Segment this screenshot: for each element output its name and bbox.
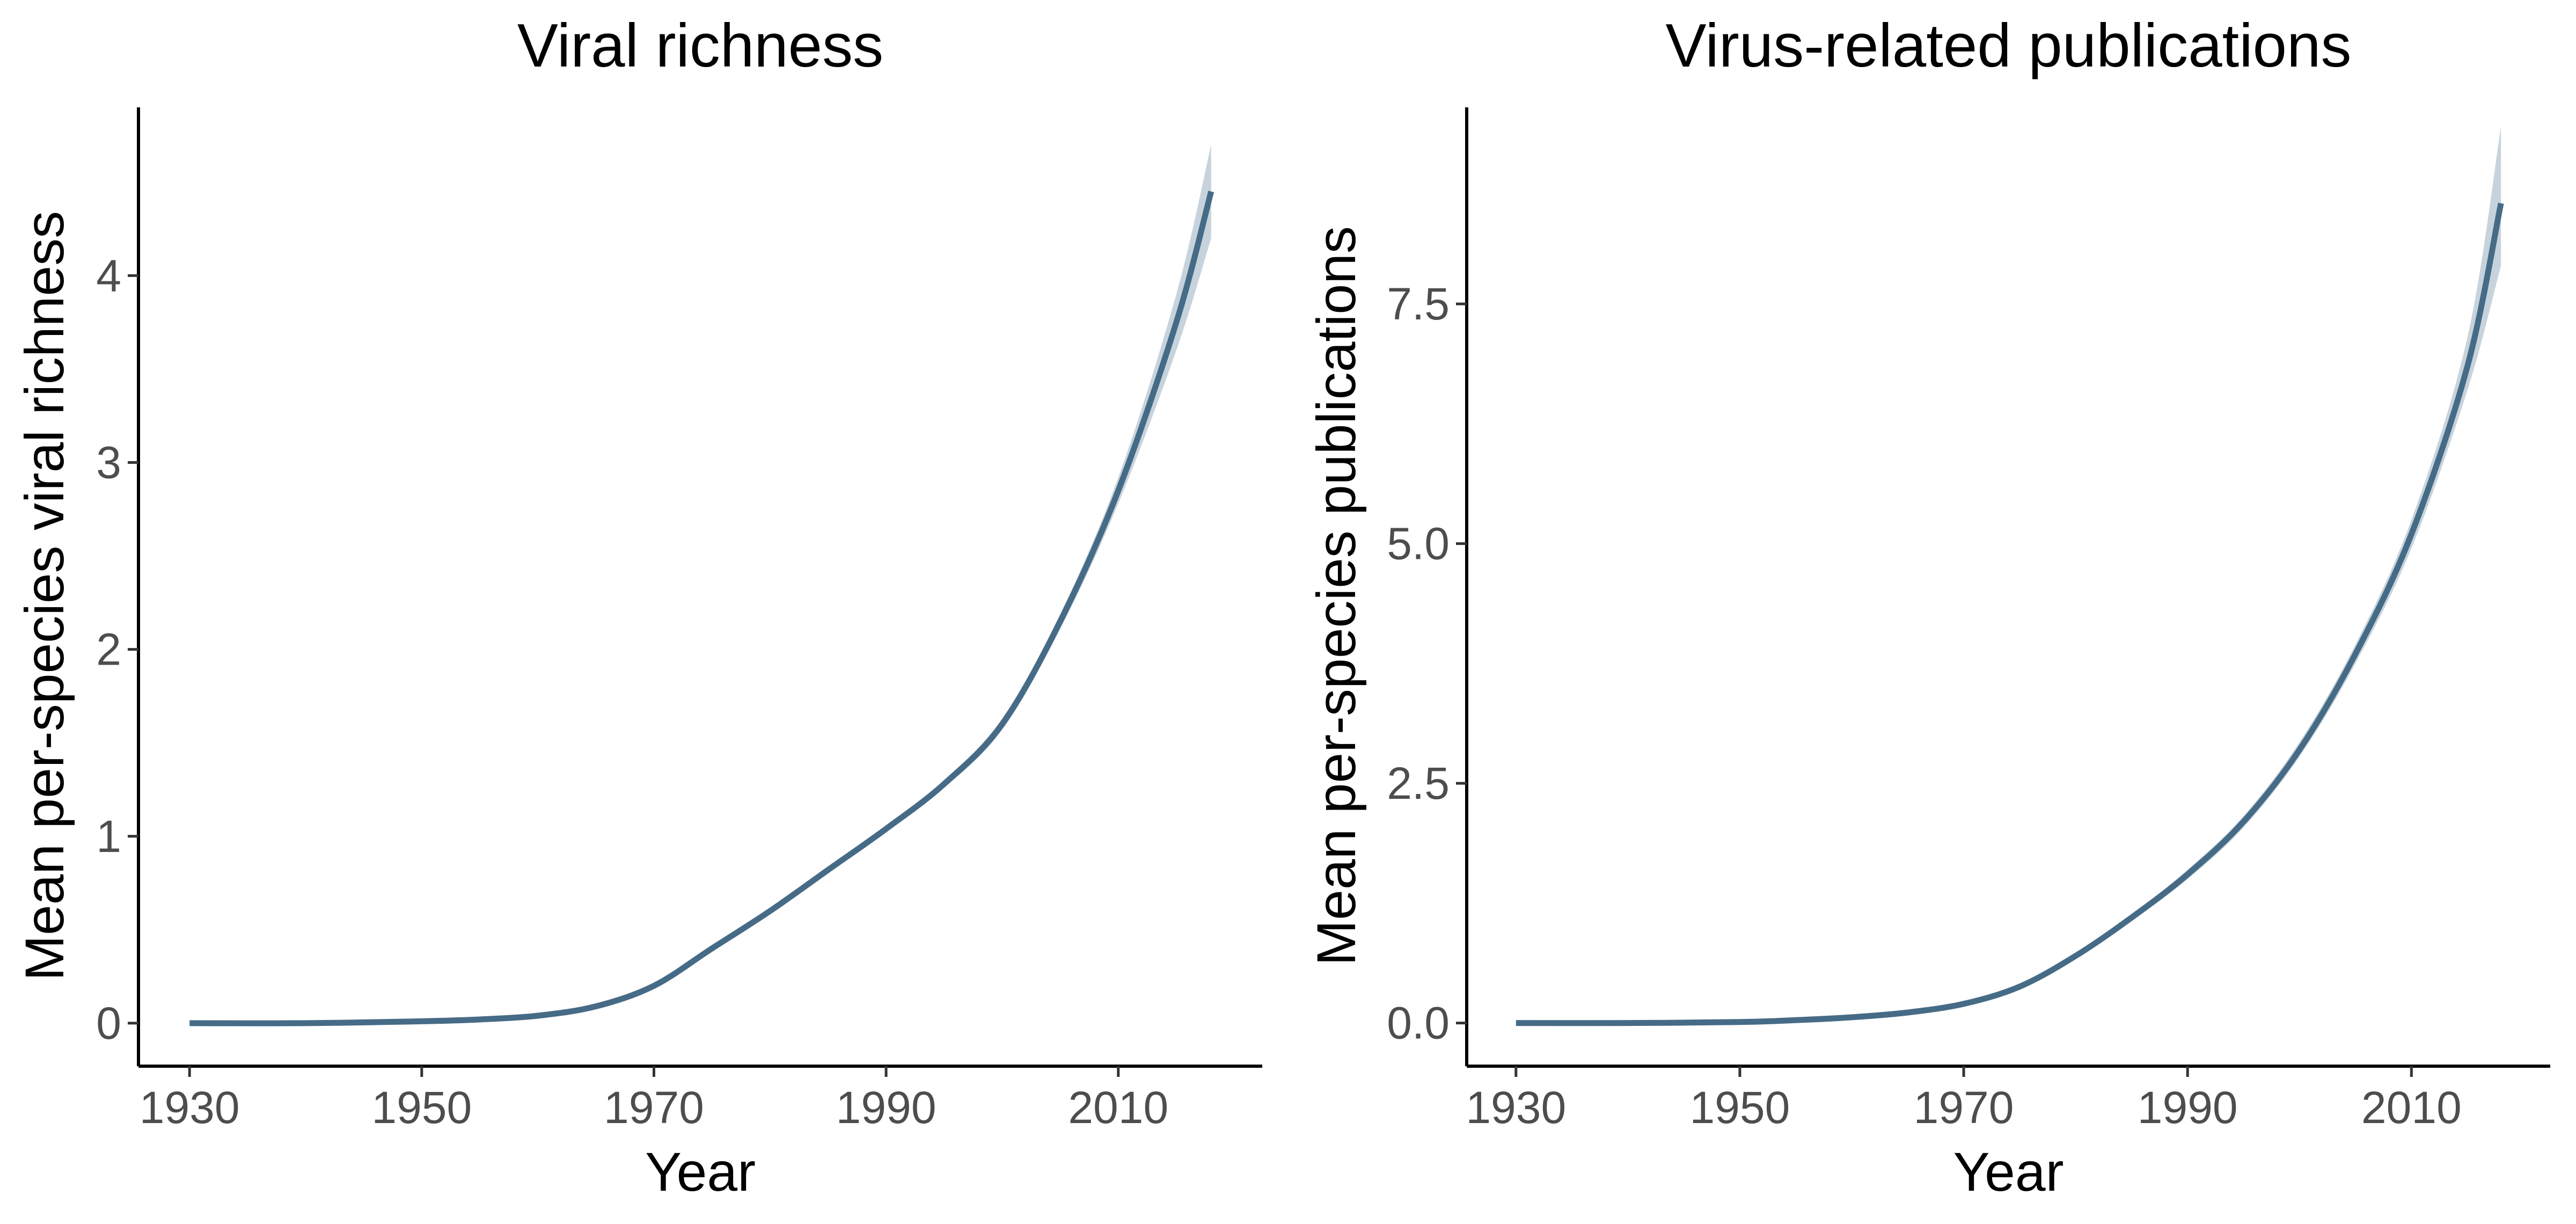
y-axis-title: Mean per-species viral richness xyxy=(14,211,75,981)
series-line xyxy=(1516,202,2504,1026)
x-tick-label: 1950 xyxy=(1689,1082,1790,1133)
y-tick-label: 5.0 xyxy=(1387,519,1450,569)
y-tick-label: 1 xyxy=(96,811,121,862)
y-axis-title: Mean per-species publications xyxy=(1306,226,1367,966)
series-line xyxy=(189,191,1214,1026)
panel-viral-richness: 1930 1950 1970 1990 2010 0 1 2 3 4 Viral richness Y… xyxy=(14,12,1262,1203)
panel-virus-related-publications: 1930 1950 1970 1990 2010 0.0 2.5 5.0 7.5 Virus-re… xyxy=(1306,12,2550,1203)
y-tick-label: 0.0 xyxy=(1387,998,1450,1048)
x-tick-label: 2010 xyxy=(2361,1082,2462,1133)
x-axis-title: Year xyxy=(1953,1141,2063,1203)
x-axis-title: Year xyxy=(645,1141,756,1203)
x-tick-label: 1990 xyxy=(836,1082,936,1133)
chart-title: Virus-related publications xyxy=(1666,12,2352,80)
x-tick-label: 1950 xyxy=(371,1082,472,1133)
x-tick-label: 2010 xyxy=(1068,1082,1168,1133)
y-tick-label: 2.5 xyxy=(1387,758,1450,808)
y-tick-label: 0 xyxy=(96,998,121,1048)
chart-title: Viral richness xyxy=(517,12,883,80)
x-tick-label: 1990 xyxy=(2138,1082,2238,1133)
x-tick-label: 1970 xyxy=(1914,1082,2014,1133)
y-tick-label: 4 xyxy=(96,250,121,301)
x-tick-label: 1930 xyxy=(1466,1082,1566,1133)
y-tick-label: 7.5 xyxy=(1387,279,1450,329)
x-tick-label: 1930 xyxy=(140,1082,240,1133)
x-tick-label: 1970 xyxy=(604,1082,704,1133)
y-tick-label: 2 xyxy=(96,624,121,675)
y-tick-label: 3 xyxy=(96,437,121,487)
